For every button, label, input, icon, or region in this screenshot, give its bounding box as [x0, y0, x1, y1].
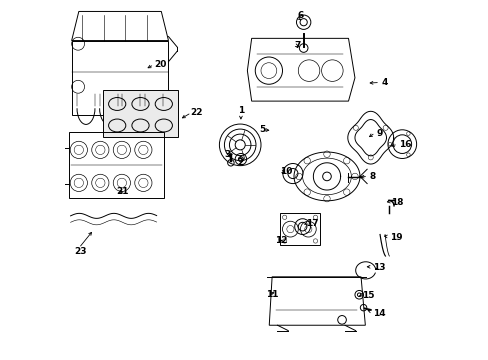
Circle shape: [322, 172, 330, 181]
Text: 1: 1: [237, 105, 244, 114]
Bar: [280, 213, 319, 245]
Text: 14: 14: [372, 309, 385, 318]
Text: 5: 5: [258, 125, 264, 134]
Text: 22: 22: [190, 108, 202, 117]
Text: 2: 2: [237, 158, 243, 167]
Bar: [69, 132, 163, 198]
Text: 3: 3: [224, 150, 230, 159]
Text: 4: 4: [381, 78, 387, 87]
Text: 12: 12: [274, 237, 287, 246]
Text: 8: 8: [368, 172, 375, 181]
Text: 20: 20: [154, 60, 166, 69]
Text: 15: 15: [362, 291, 374, 300]
Text: 11: 11: [265, 289, 278, 298]
Text: 6: 6: [297, 11, 303, 20]
Text: 7: 7: [294, 41, 301, 50]
Text: 18: 18: [391, 198, 403, 207]
Text: 21: 21: [116, 187, 128, 196]
Text: 17: 17: [305, 219, 318, 228]
Text: 23: 23: [74, 247, 86, 256]
Text: 13: 13: [372, 264, 385, 273]
Text: 19: 19: [389, 233, 402, 242]
Bar: [72, 41, 168, 116]
Text: 9: 9: [376, 129, 382, 138]
Bar: [102, 90, 178, 137]
Text: 10: 10: [279, 167, 291, 176]
Text: 16: 16: [398, 140, 410, 149]
